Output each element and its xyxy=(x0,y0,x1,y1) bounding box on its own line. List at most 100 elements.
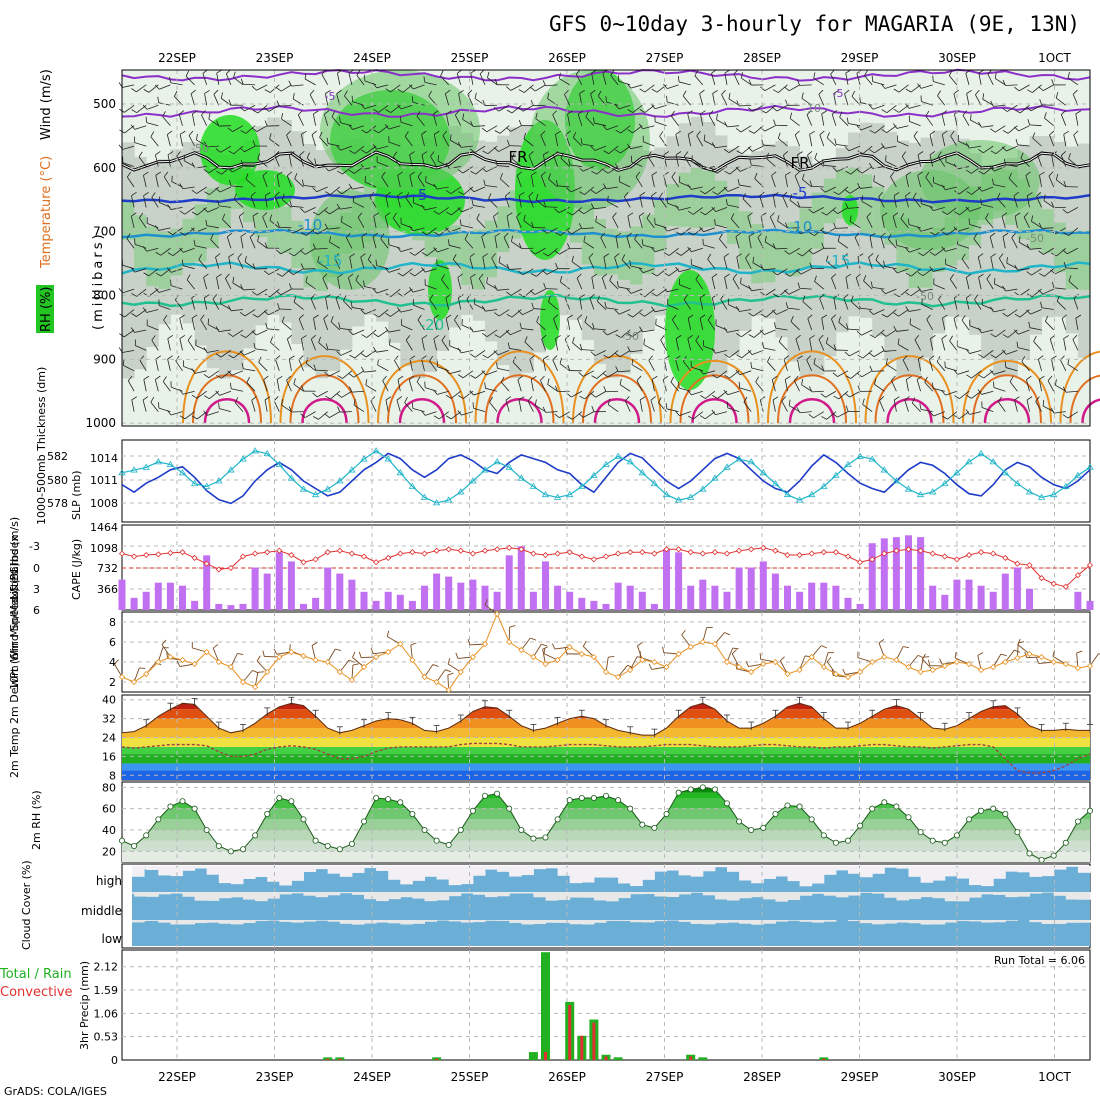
wind-barb xyxy=(835,227,849,229)
wind10m-barb-feather xyxy=(939,658,943,665)
wind-barb-feather xyxy=(579,343,583,350)
wind-barb xyxy=(456,73,462,85)
wind-barb xyxy=(279,308,292,310)
wind-barb xyxy=(771,379,776,392)
wind10m-speed-point xyxy=(385,648,392,656)
wind-barb-feather xyxy=(1027,192,1033,196)
rh-shade xyxy=(146,226,159,287)
wind-barb-feather xyxy=(188,130,194,136)
precip-conv-bar xyxy=(822,1058,826,1060)
wind10m-speed-point xyxy=(1014,654,1021,662)
wind-barb-feather xyxy=(789,194,792,201)
wind-barb xyxy=(1014,215,1018,228)
wind-barb-feather xyxy=(375,259,377,266)
wind-barb xyxy=(921,84,933,89)
cloud-gap xyxy=(1077,892,1091,900)
wind10m-speed-point xyxy=(615,673,622,681)
wind-barb-feather xyxy=(712,395,718,399)
wind-barb xyxy=(801,384,812,392)
wind-barb xyxy=(288,154,292,167)
wind10m-speed-point xyxy=(518,646,525,654)
wind-barb xyxy=(594,145,607,151)
wind-barb-feather xyxy=(821,314,828,319)
wind10m-speed-point xyxy=(760,660,767,668)
rh-point xyxy=(651,824,658,831)
wind-barb-feather xyxy=(875,254,879,261)
cape-bar xyxy=(699,579,707,610)
cloud-gap xyxy=(448,866,462,886)
wind-barb xyxy=(874,145,885,154)
wind-barb xyxy=(567,318,571,331)
cloud-gap xyxy=(485,920,498,921)
wind-barb-feather xyxy=(216,273,222,278)
thickness-point xyxy=(904,485,913,492)
wind-barb-feather xyxy=(348,373,355,378)
wind-barb xyxy=(252,215,256,228)
wind10m-barb xyxy=(955,657,970,665)
rh-point xyxy=(857,822,864,829)
wind-barb xyxy=(1065,267,1078,270)
wind-barb-feather xyxy=(239,311,246,317)
wind-barb-feather xyxy=(978,273,984,278)
wind-barb xyxy=(606,307,619,310)
wind-barb xyxy=(886,125,897,134)
wind-barb xyxy=(813,247,824,255)
surface-heat-contour xyxy=(289,374,360,424)
wind-barb-feather xyxy=(281,316,285,323)
rh-point xyxy=(1050,852,1057,859)
wind-barb xyxy=(523,220,534,229)
wind-barb-feather xyxy=(500,376,505,383)
wind-barb xyxy=(729,166,740,175)
wind-barb-feather xyxy=(809,335,815,339)
wind-barb xyxy=(813,411,825,419)
wind-barb-feather xyxy=(1013,329,1019,335)
wind-barb-feather xyxy=(457,347,462,354)
wind-barb xyxy=(573,137,583,147)
cloud-gap xyxy=(255,892,268,902)
wind-barb-feather xyxy=(954,211,960,216)
wind-barb xyxy=(166,134,171,147)
wind-barb xyxy=(354,145,365,154)
wind-barb-feather xyxy=(838,316,841,323)
cloud-gap xyxy=(315,920,329,921)
wind-barb-feather xyxy=(819,130,825,136)
wind-barb xyxy=(245,178,256,188)
wind10m-speed-point xyxy=(748,668,755,676)
cape-bar xyxy=(203,555,211,610)
wind-barb xyxy=(1044,117,1054,127)
cloud-gap xyxy=(835,866,849,871)
wind-barb xyxy=(1018,241,1030,249)
wind-barb-feather xyxy=(893,293,900,298)
wind-barb-feather xyxy=(607,398,611,405)
rh-point xyxy=(348,840,355,847)
wind10m-barb-feather xyxy=(410,642,417,646)
wind-barb-feather xyxy=(421,335,428,339)
wind-barb-feather xyxy=(288,406,292,413)
wind-barb-feather xyxy=(1036,191,1041,197)
wind-barb xyxy=(559,78,570,86)
wind-barb xyxy=(207,207,219,213)
wind-barb xyxy=(715,145,728,149)
wind-barb xyxy=(982,98,994,106)
wind10m-barb xyxy=(714,632,725,645)
thickness-point xyxy=(565,490,574,498)
wind-barb xyxy=(575,74,583,86)
wind-barb xyxy=(232,329,244,337)
cloud-gap xyxy=(775,866,788,877)
wind-barb-feather xyxy=(505,191,511,197)
wind-barb-feather xyxy=(930,335,936,339)
wind10m-barb xyxy=(629,656,638,671)
wind-barb xyxy=(977,256,982,269)
wind-barb-feather xyxy=(925,171,930,178)
wind-barb-feather xyxy=(481,370,487,376)
wind-barb xyxy=(615,236,619,249)
wind-barb xyxy=(1009,381,1018,392)
wind10m-barb-feather xyxy=(1018,641,1025,644)
wind-barb-feather xyxy=(814,152,818,159)
wind-barb-feather xyxy=(869,149,875,154)
wind-barb xyxy=(821,318,825,331)
wind-barb xyxy=(207,324,219,331)
wind-barb xyxy=(1029,247,1042,250)
wind-barb-feather xyxy=(821,242,825,249)
wind-barb xyxy=(1005,288,1018,292)
